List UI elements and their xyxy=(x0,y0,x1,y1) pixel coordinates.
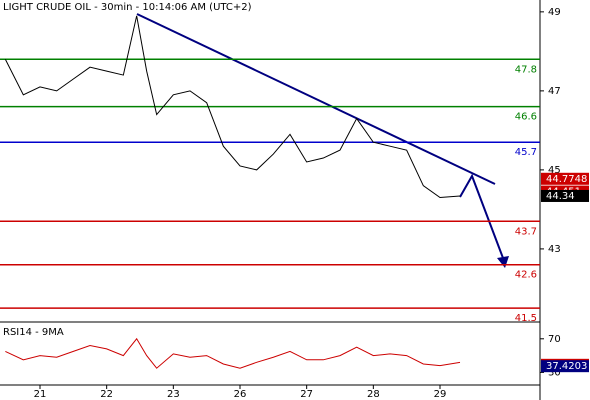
level-label: 41.5 xyxy=(515,313,537,324)
x-tick-label: 29 xyxy=(434,389,447,400)
x-tick-label: 27 xyxy=(300,389,313,400)
level-label: 46.6 xyxy=(515,112,537,123)
price-tag-label: 37.4203 xyxy=(546,361,587,372)
level-label: 45.7 xyxy=(515,147,537,158)
y-tick-label: 45 xyxy=(548,165,561,176)
series-line xyxy=(4,15,461,199)
rsi-title: RSI14 - 9MA xyxy=(3,327,64,338)
arrow xyxy=(459,173,504,259)
level-label: 42.6 xyxy=(515,270,537,281)
x-tick-label: 28 xyxy=(367,389,380,400)
y-tick-label: 30 xyxy=(548,367,561,378)
x-tick-label: 21 xyxy=(34,389,47,400)
trend-line xyxy=(136,13,496,185)
price-tag-label: 44.34 xyxy=(546,191,575,202)
level-label: 43.7 xyxy=(515,226,537,237)
y-tick-label: 70 xyxy=(548,334,561,345)
price-tag-label: 44.7748 xyxy=(546,174,587,185)
price-tag xyxy=(541,189,589,202)
price-tag xyxy=(541,172,589,185)
chart-title: LIGHT CRUDE OIL - 30min - 10:14:06 AM (U… xyxy=(3,2,252,13)
y-tick-label: 47 xyxy=(548,86,561,97)
x-tick-label: 23 xyxy=(167,389,180,400)
price-tag xyxy=(541,360,589,373)
level-label: 47.8 xyxy=(515,64,537,75)
y-tick-label: 49 xyxy=(548,7,561,18)
x-tick-label: 22 xyxy=(100,389,113,400)
series-line xyxy=(5,337,461,369)
x-tick-label: 26 xyxy=(234,389,247,400)
y-tick-label: 43 xyxy=(548,244,561,255)
